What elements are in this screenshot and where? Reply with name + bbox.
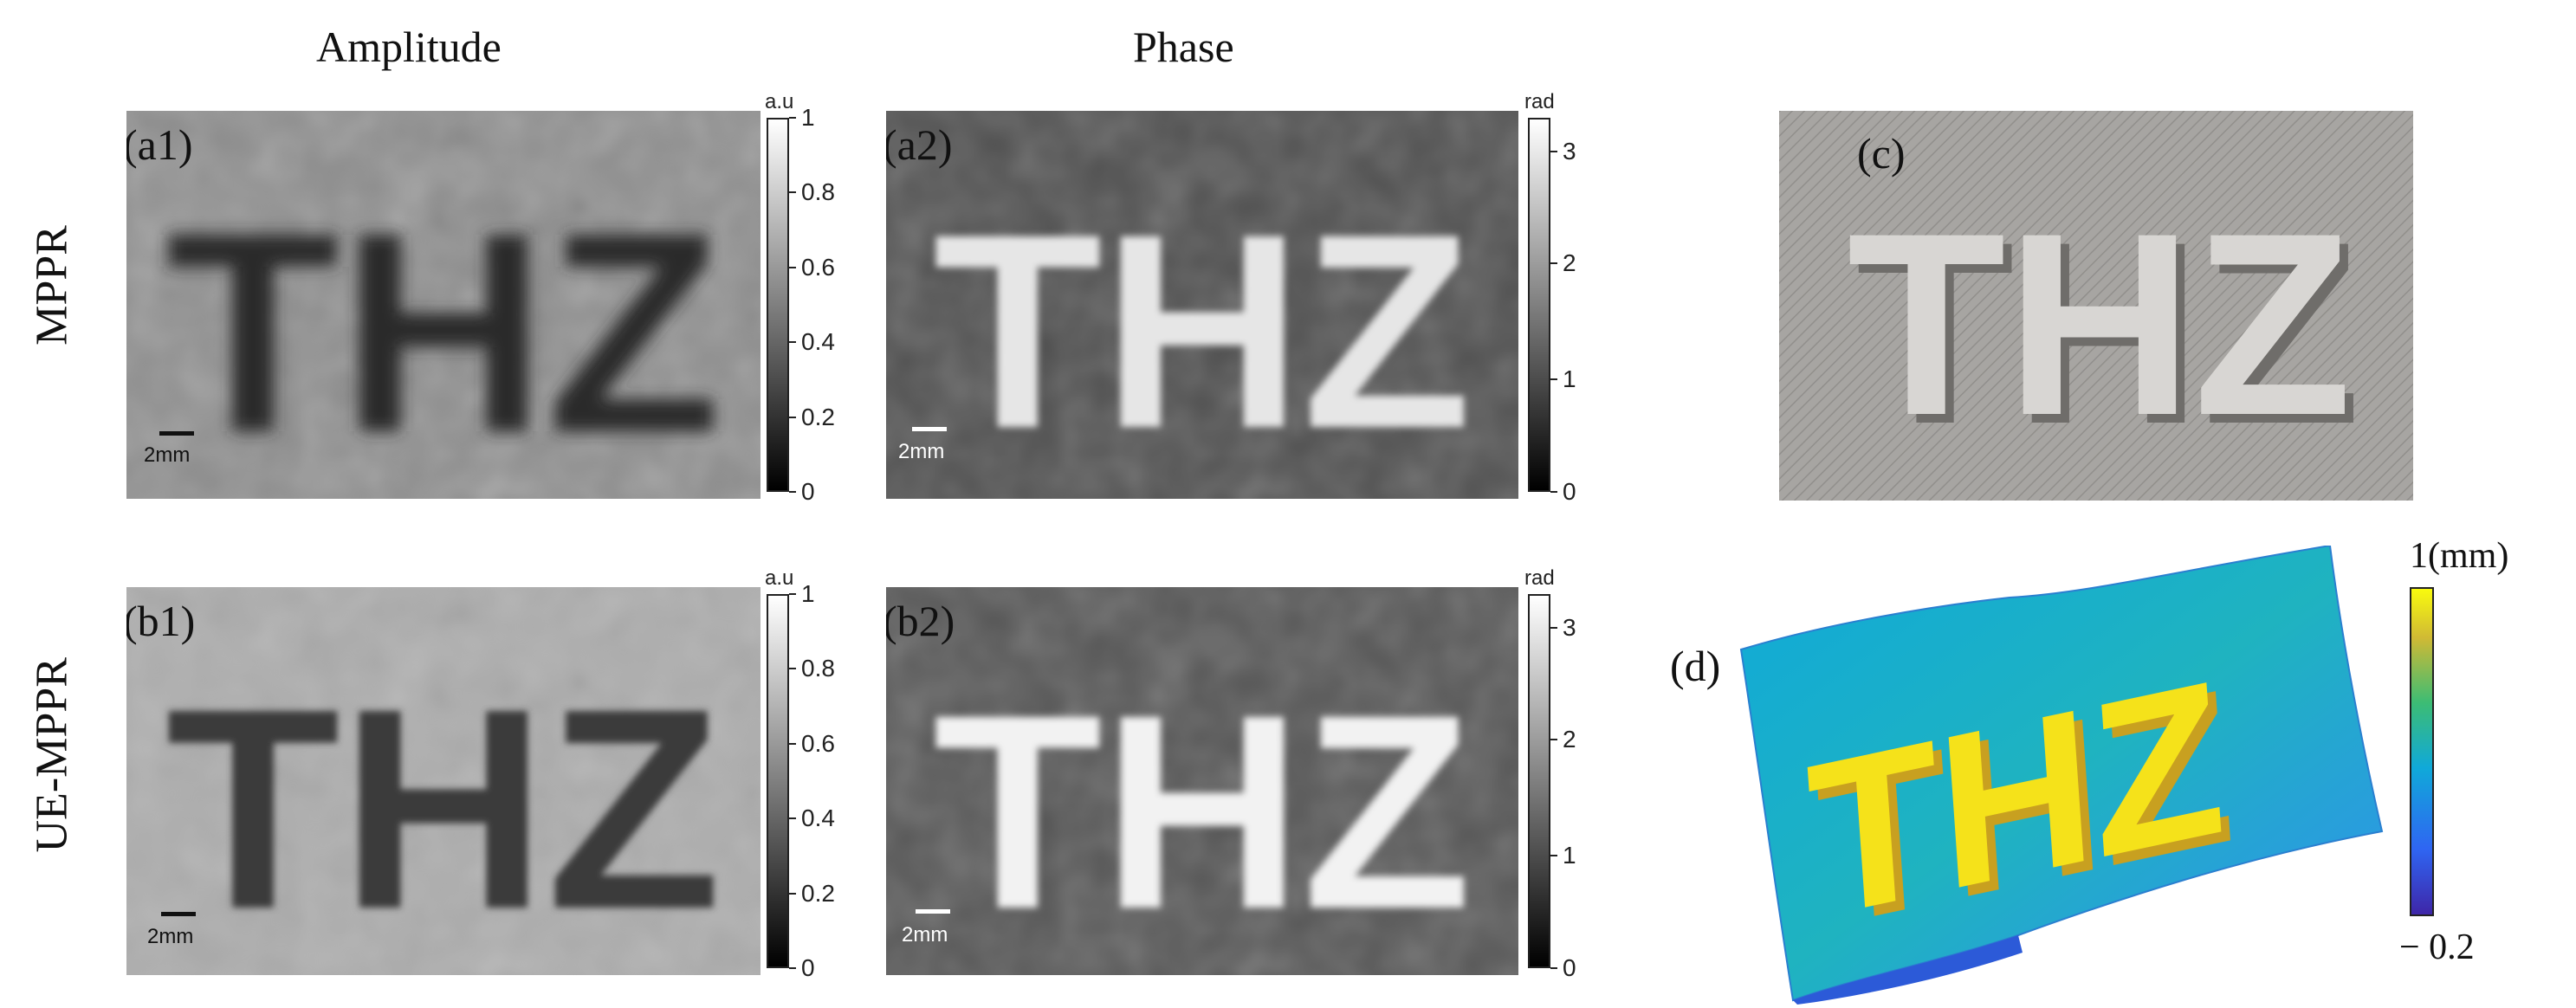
colorbar-tick-label: 0.8: [801, 178, 835, 206]
panel-b1-scale-bar: [161, 912, 196, 916]
colorbar-a1-unit: a.u: [765, 90, 794, 113]
panel-c-photo: THZ THZ (c): [1779, 111, 2413, 501]
colorbar-tick-label: 0.2: [801, 879, 835, 907]
panel-b1-label: (b1): [126, 597, 196, 645]
column-header-amplitude: Amplitude: [316, 23, 502, 71]
column-header-phase: Phase: [1133, 23, 1234, 71]
colorbar-tick-mark: [1550, 491, 1557, 493]
colorbar-tick-mark: [789, 742, 796, 745]
colorbar-tick-mark: [1550, 739, 1557, 741]
panel-b1-text: THZ: [165, 649, 721, 968]
colorbar-tick-mark: [789, 341, 796, 344]
panel-a1-scale-label: 2mm: [144, 443, 191, 467]
colorbar-tick-label: 0.4: [801, 328, 835, 356]
panel-d-label: (d): [1670, 642, 1721, 690]
colorbar-d-max-label: 1(mm): [2410, 536, 2509, 576]
colorbar-tick-mark: [789, 668, 796, 670]
colorbar-d-min-label: − 0.2: [2399, 927, 2475, 967]
colorbar-tick-label: 0.6: [801, 729, 835, 757]
colorbar-tick-label: 0.6: [801, 253, 835, 281]
panel-d-surface: THZ THZ: [1724, 546, 2391, 1005]
panel-a2-label: (a2): [886, 120, 953, 169]
panel-b2-scale-bar: [916, 909, 950, 914]
colorbar-tick-label: 0: [801, 478, 815, 505]
colorbar-tick-label: 0: [1563, 954, 1576, 981]
colorbar-tick-mark: [1550, 967, 1557, 969]
panel-b2-phase-image: THZ (b2) 2mm: [886, 587, 1518, 975]
colorbar-tick-label: 1: [801, 104, 815, 131]
panel-b2-label: (b2): [886, 597, 955, 645]
panel-c-label: (c): [1857, 129, 1906, 178]
panel-a2-scale-label: 2mm: [898, 440, 945, 463]
colorbar-tick-label: 1: [801, 580, 815, 607]
panel-a1-amplitude-image: THZ (a1) 2mm: [126, 111, 761, 499]
colorbar-tick-mark: [1550, 378, 1557, 381]
panel-c-text: THZ: [1847, 178, 2352, 469]
colorbar-tick-mark: [1550, 855, 1557, 857]
colorbar-a1: [767, 118, 789, 492]
colorbar-tick-mark: [789, 491, 796, 493]
panel-c-text-shadow: THZ: [1855, 187, 2360, 478]
colorbar-tick-label: 0.8: [801, 655, 835, 682]
colorbar-tick-mark: [1550, 150, 1557, 152]
panel-b2-text: THZ: [933, 656, 1472, 966]
colorbar-tick-label: 1: [1563, 842, 1576, 869]
row-header-mppr: MPPR: [27, 225, 77, 346]
panel-b1-scale-label: 2mm: [147, 925, 194, 948]
panel-a2-phase-image: THZ (a2) 2mm: [886, 111, 1518, 499]
colorbar-tick-mark: [789, 967, 796, 969]
colorbar-b2: [1528, 594, 1550, 968]
colorbar-tick-label: 0: [1563, 478, 1576, 505]
panel-a1-label: (a1): [126, 120, 193, 169]
colorbar-d: [2410, 587, 2434, 916]
colorbar-b1: [767, 594, 789, 968]
colorbar-tick-label: 3: [1563, 613, 1576, 641]
panel-a2-text: THZ: [933, 176, 1472, 486]
colorbar-tick-label: 2: [1563, 726, 1576, 753]
colorbar-tick-label: 1: [1563, 365, 1576, 393]
colorbar-b1-unit: a.u: [765, 566, 794, 590]
panel-a1-scale-bar: [159, 431, 194, 436]
row-header-ue-mppr: UE-MPPR: [27, 657, 77, 853]
colorbar-tick-mark: [789, 892, 796, 895]
colorbar-tick-mark: [789, 593, 796, 595]
colorbar-tick-mark: [789, 266, 796, 268]
colorbar-tick-mark: [789, 817, 796, 820]
colorbar-tick-label: 0.4: [801, 804, 835, 832]
colorbar-tick-mark: [789, 117, 796, 119]
colorbar-b2-unit: rad: [1524, 566, 1555, 590]
colorbar-tick-mark: [789, 416, 796, 418]
colorbar-tick-label: 3: [1563, 137, 1576, 165]
panel-b2-scale-label: 2mm: [902, 923, 948, 947]
colorbar-tick-mark: [1550, 262, 1557, 265]
colorbar-tick-mark: [1550, 626, 1557, 629]
colorbar-tick-label: 0: [801, 954, 815, 981]
colorbar-tick-mark: [789, 191, 796, 194]
panel-a1-text: THZ: [165, 172, 721, 492]
colorbar-tick-label: 0.2: [801, 403, 835, 430]
colorbar-a2: [1528, 118, 1550, 492]
panel-a2-scale-bar: [912, 427, 947, 431]
colorbar-a2-unit: rad: [1524, 90, 1555, 113]
colorbar-tick-label: 2: [1563, 249, 1576, 277]
panel-b1-amplitude-image: THZ (b1) 2mm: [126, 587, 761, 975]
